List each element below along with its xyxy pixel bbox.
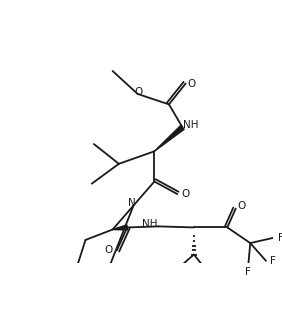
Polygon shape xyxy=(154,125,184,151)
Text: NH: NH xyxy=(183,120,199,130)
Text: O: O xyxy=(104,245,113,256)
Text: NH: NH xyxy=(142,219,158,229)
Polygon shape xyxy=(113,225,127,230)
Text: F: F xyxy=(277,233,282,243)
Text: O: O xyxy=(135,87,143,97)
Text: O: O xyxy=(238,201,246,211)
Text: F: F xyxy=(270,256,276,266)
Text: N: N xyxy=(127,198,135,208)
Text: F: F xyxy=(245,267,251,277)
Text: O: O xyxy=(182,189,190,199)
Text: O: O xyxy=(188,79,196,89)
